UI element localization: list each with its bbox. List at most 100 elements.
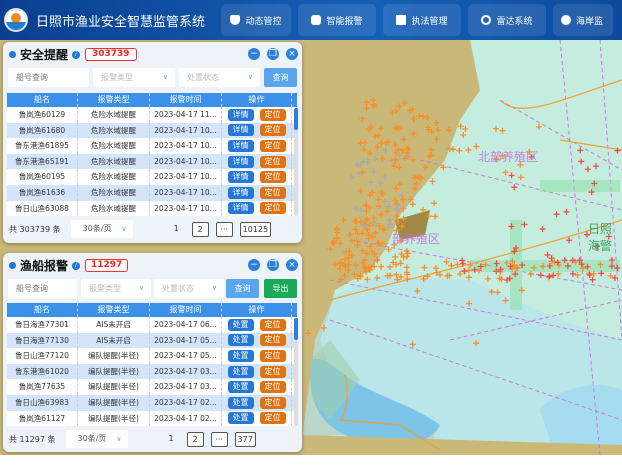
alarm-type-select[interactable]: 报警类型 ∨ <box>81 279 151 298</box>
vessel-marker[interactable] <box>499 152 506 159</box>
vessel-marker[interactable] <box>537 272 544 279</box>
vessel-marker[interactable] <box>382 147 389 154</box>
table-row[interactable]: 鲁日海渔77301 AIS未开启 2023-04-17 06... 处置 定位 <box>7 317 297 333</box>
vessel-marker[interactable] <box>437 271 444 278</box>
vessel-marker[interactable] <box>459 257 466 264</box>
vessel-marker[interactable] <box>563 208 570 215</box>
vessel-marker[interactable] <box>614 265 621 272</box>
locate-button[interactable]: 定位 <box>259 412 286 425</box>
vessel-marker[interactable] <box>336 240 343 247</box>
vessel-marker[interactable] <box>409 341 416 348</box>
vessel-marker[interactable] <box>404 271 411 278</box>
vessel-marker[interactable] <box>341 256 348 263</box>
vessel-marker[interactable] <box>378 125 385 132</box>
vessel-marker[interactable] <box>569 270 576 277</box>
vessel-marker[interactable] <box>608 263 615 270</box>
vessel-marker[interactable] <box>364 276 371 283</box>
vessel-marker[interactable] <box>341 272 348 279</box>
alarm-type-select[interactable]: 报警类型 ∨ <box>93 68 175 87</box>
vessel-marker[interactable] <box>578 261 585 268</box>
vessel-marker[interactable] <box>519 261 526 268</box>
handle-button[interactable]: 处置 <box>227 396 254 409</box>
vessel-marker[interactable] <box>405 153 412 160</box>
vessel-marker[interactable] <box>591 180 598 187</box>
vessel-marker[interactable] <box>517 174 524 181</box>
vessel-marker[interactable] <box>593 243 600 250</box>
vessel-marker[interactable] <box>351 271 358 278</box>
vessel-marker[interactable] <box>493 156 500 163</box>
vessel-marker[interactable] <box>502 169 509 176</box>
vessel-marker[interactable] <box>349 252 356 259</box>
vessel-marker[interactable] <box>398 192 405 199</box>
vessel-marker[interactable] <box>420 113 427 120</box>
page-button[interactable]: 1 <box>168 433 174 443</box>
vessel-marker[interactable] <box>365 235 372 242</box>
vessel-marker[interactable] <box>327 246 334 253</box>
vessel-marker[interactable] <box>403 247 410 254</box>
vessel-marker[interactable] <box>378 211 385 218</box>
locate-button[interactable]: 定位 <box>259 349 286 362</box>
vessel-marker[interactable] <box>357 161 364 168</box>
details-button[interactable]: 详情 <box>227 155 254 168</box>
vessel-marker[interactable] <box>424 273 431 280</box>
vessel-marker[interactable] <box>521 221 528 228</box>
vessel-marker[interactable] <box>354 242 361 249</box>
vessel-marker[interactable] <box>473 143 480 150</box>
vessel-marker[interactable] <box>462 125 469 132</box>
vessel-marker[interactable] <box>337 266 344 273</box>
vessel-marker[interactable] <box>393 107 400 114</box>
vessel-marker[interactable] <box>564 262 571 269</box>
vessel-marker[interactable] <box>584 263 591 270</box>
vessel-marker[interactable] <box>398 237 405 244</box>
vessel-marker[interactable] <box>518 287 525 294</box>
vessel-marker[interactable] <box>425 213 432 220</box>
sea-chart-map[interactable]: 北部养殖区 日照海警 部养殖区 <box>0 39 622 456</box>
vessel-marker[interactable] <box>539 225 546 232</box>
page-button[interactable]: ··· <box>210 431 228 447</box>
vessel-marker[interactable] <box>477 263 484 270</box>
vessel-marker[interactable] <box>406 107 413 114</box>
vessel-marker[interactable] <box>467 262 474 269</box>
handle-button[interactable]: 处置 <box>227 412 254 425</box>
vessel-marker[interactable] <box>461 268 468 275</box>
vessel-marker[interactable] <box>377 180 384 187</box>
vessel-marker[interactable] <box>502 297 509 304</box>
vessel-marker[interactable] <box>457 123 464 130</box>
vessel-marker[interactable] <box>592 163 599 170</box>
vessel-marker[interactable] <box>544 251 551 258</box>
vessel-marker[interactable] <box>393 205 400 212</box>
vessel-marker[interactable] <box>432 265 439 272</box>
nav-radar[interactable]: 雷达系统 <box>468 4 546 36</box>
vessel-marker[interactable] <box>358 115 365 122</box>
vessel-marker[interactable] <box>388 157 395 164</box>
vessel-marker[interactable] <box>395 146 402 153</box>
locate-button[interactable]: 定位 <box>259 155 286 168</box>
vessel-marker[interactable] <box>392 197 399 204</box>
vessel-marker[interactable] <box>384 208 391 215</box>
vessel-marker[interactable] <box>374 257 381 264</box>
vessel-marker[interactable] <box>381 198 388 205</box>
vessel-marker[interactable] <box>348 174 355 181</box>
vessel-marker[interactable] <box>357 272 364 279</box>
vessel-marker[interactable] <box>379 155 386 162</box>
vessel-marker[interactable] <box>374 144 381 151</box>
vessel-marker[interactable] <box>433 135 440 142</box>
vessel-marker[interactable] <box>422 164 429 171</box>
vessel-marker[interactable] <box>353 237 360 244</box>
table-row[interactable]: 鲁东港渔61020 编队提醒(半径) 2023-04-17 03... 处置 定位 <box>7 363 297 380</box>
vessel-marker[interactable] <box>528 153 535 160</box>
vessel-marker[interactable] <box>399 223 406 230</box>
vessel-marker[interactable] <box>396 152 403 159</box>
vessel-marker[interactable] <box>345 266 352 273</box>
vessel-marker[interactable] <box>614 147 621 154</box>
vessel-marker[interactable] <box>364 159 371 166</box>
restore-icon[interactable]: ❐ <box>267 48 279 60</box>
vessel-marker[interactable] <box>363 99 370 106</box>
table-row[interactable]: 鲁日山渔63983 编队提醒(半径) 2023-04-17 02... 处置 定位 <box>7 394 297 411</box>
restore-icon[interactable]: ❐ <box>267 259 279 271</box>
handle-button[interactable]: 处置 <box>227 349 254 362</box>
vessel-marker[interactable] <box>608 257 615 264</box>
table-row[interactable]: 鲁岚渔61680 危险水域提醒 2023-04-17 10... 详情 定位 <box>7 122 297 139</box>
vessel-marker[interactable] <box>584 166 591 173</box>
vessel-marker[interactable] <box>530 264 537 271</box>
